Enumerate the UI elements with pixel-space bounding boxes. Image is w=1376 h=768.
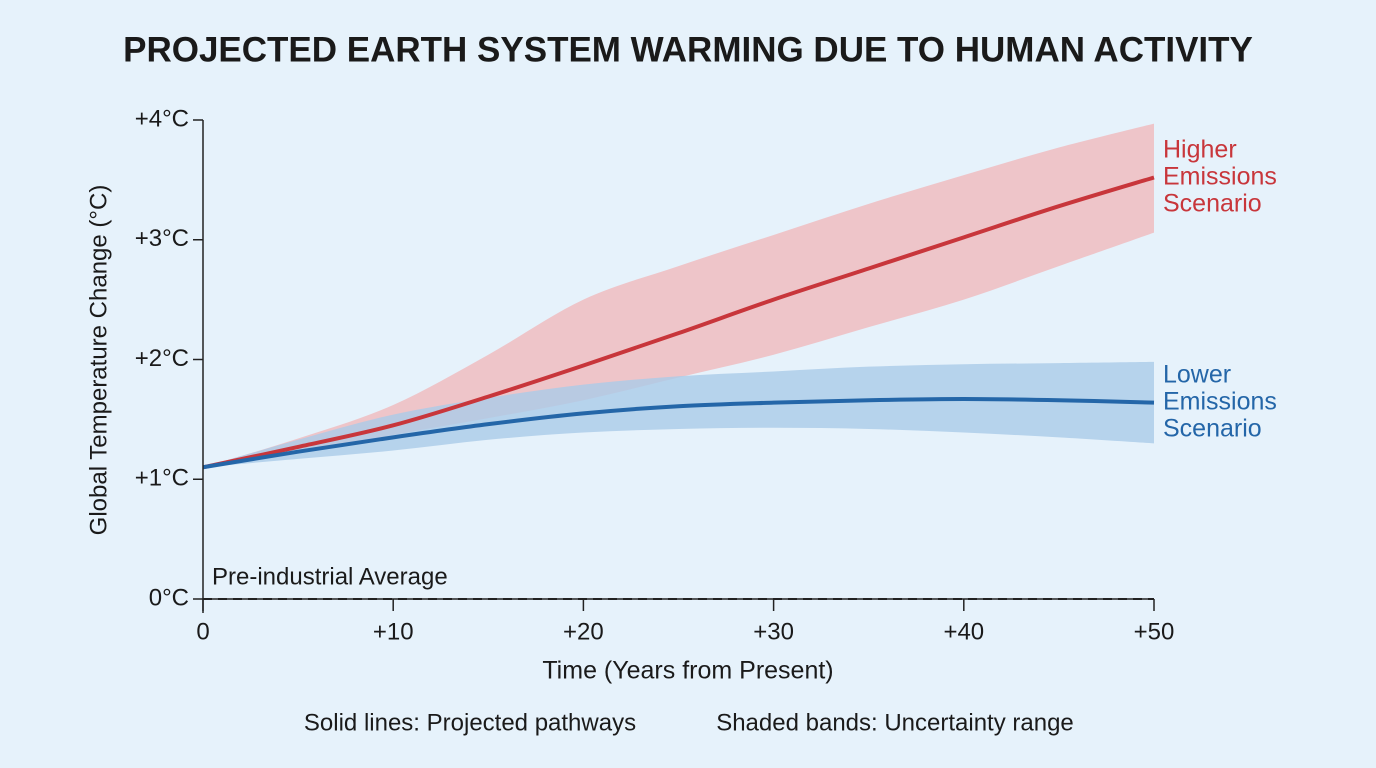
uncertainty-band: [203, 361, 1154, 468]
legend-label: Lower Emissions Scenario: [1163, 360, 1284, 442]
x-tick-label: +40: [943, 618, 984, 645]
y-axis-label: Global Temperature Change (°C): [85, 185, 112, 536]
baseline-label: Pre-industrial Average: [212, 563, 448, 590]
y-tick-label: +2°C: [135, 345, 189, 372]
x-tick-label: +30: [753, 618, 794, 645]
x-tick-label: +20: [563, 618, 604, 645]
uncertainty-band: [203, 123, 1154, 468]
note: Solid lines: Projected pathways: [304, 709, 636, 736]
y-tick-label: +1°C: [135, 465, 189, 492]
y-tick-label: +3°C: [135, 225, 189, 252]
chart-title: PROJECTED EARTH SYSTEM WARMING DUE TO HU…: [123, 30, 1253, 69]
x-tick-label: +50: [1134, 618, 1175, 645]
x-tick-label: +10: [373, 618, 414, 645]
x-tick-label: 0: [196, 618, 209, 645]
series-line: [202, 397, 1155, 470]
series-line: [202, 175, 1155, 470]
note: Shaded bands: Uncertainty range: [716, 709, 1074, 736]
y-tick-label: +4°C: [135, 105, 189, 132]
legend-label: Higher Emissions Scenario: [1163, 135, 1284, 217]
y-tick-label: 0°C: [149, 584, 189, 611]
x-axis-label: Time (Years from Present): [542, 657, 833, 685]
